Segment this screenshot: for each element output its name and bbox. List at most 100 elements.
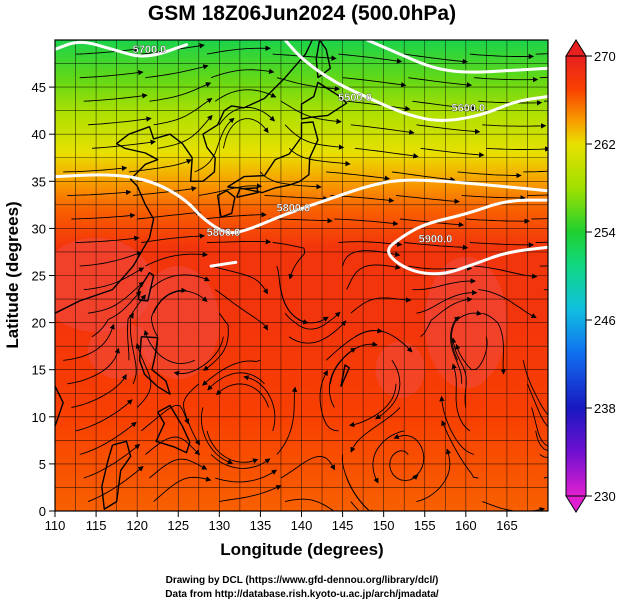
x-tick-label: 165 xyxy=(496,518,518,533)
streamline xyxy=(145,251,208,267)
streamline xyxy=(469,242,535,248)
streamline xyxy=(276,386,298,455)
streamline xyxy=(474,76,539,83)
x-tick-label: 155 xyxy=(414,518,436,533)
contour-line xyxy=(55,173,548,235)
streamline xyxy=(141,233,206,243)
streamline xyxy=(276,77,341,92)
contour-line xyxy=(365,40,548,74)
x-tick-label: 130 xyxy=(208,518,230,533)
streamline xyxy=(334,218,399,227)
streamline xyxy=(416,448,452,503)
streamline xyxy=(207,372,265,391)
credit-line-2: Data from http://database.rish.kyoto-u.a… xyxy=(165,589,439,600)
streamline xyxy=(87,116,152,126)
streamline xyxy=(342,77,407,88)
contour-label: 5600.0 xyxy=(451,103,485,115)
coastline-segment xyxy=(217,190,236,218)
streamline xyxy=(87,281,145,314)
streamline xyxy=(416,124,481,135)
x-tick-label: 125 xyxy=(167,518,189,533)
streamline xyxy=(535,53,548,55)
streamline xyxy=(404,242,469,250)
coastline-segment xyxy=(55,40,313,314)
y-tick-label: 10 xyxy=(32,410,46,425)
streamline xyxy=(202,212,267,220)
streamlines xyxy=(63,43,548,511)
streamline xyxy=(276,265,309,325)
coastline-segment xyxy=(300,81,348,120)
streamline xyxy=(350,407,401,453)
streamline xyxy=(284,124,345,150)
streamline xyxy=(531,407,548,447)
colorbar-bottom-triangle xyxy=(565,495,587,513)
streamline xyxy=(206,45,271,55)
streamline xyxy=(527,194,548,196)
y-tick-label: 30 xyxy=(32,221,46,236)
streamline xyxy=(416,290,478,314)
streamline xyxy=(523,170,548,173)
streamline xyxy=(450,337,467,408)
chart-title: GSM 18Z06Jun2024 (500.0hPa) xyxy=(148,2,456,25)
coastline-segment xyxy=(315,40,331,79)
x-tick-label: 110 xyxy=(45,518,66,533)
x-axis-label: Longitude (degrees) xyxy=(220,540,383,559)
streamline xyxy=(482,312,506,375)
streamline xyxy=(198,183,263,196)
colorbar-body xyxy=(565,55,587,497)
streamline xyxy=(127,294,147,361)
contour-label: 5900.0 xyxy=(419,234,453,246)
x-tick-label: 120 xyxy=(126,518,148,533)
streamline xyxy=(455,336,488,371)
streamline xyxy=(214,289,268,331)
streamline xyxy=(150,287,187,337)
contour-label: 5700.0 xyxy=(133,44,167,56)
streamline xyxy=(210,265,268,295)
streamline xyxy=(75,235,140,243)
y-axis: 0 5 10 15 20 25 30 35 40 45 xyxy=(32,80,55,519)
streamline xyxy=(183,383,200,446)
streamline xyxy=(173,336,224,377)
streamline xyxy=(341,454,375,511)
streamline xyxy=(149,274,210,290)
streamline xyxy=(219,485,282,503)
contour-label: 5500.0 xyxy=(338,92,372,104)
streamline xyxy=(128,312,137,384)
streamline xyxy=(63,165,128,173)
colorbar-tick-label: 246 xyxy=(594,313,616,328)
streamline xyxy=(441,420,479,479)
streamline xyxy=(535,241,548,243)
streamline xyxy=(137,210,202,220)
streamline xyxy=(79,69,144,79)
streamline xyxy=(420,147,485,158)
streamline xyxy=(153,97,213,126)
contour-labels: 5700.0 5800.0 5800.0 5500.0 5600.0 5900.0 xyxy=(133,44,486,246)
coastline-segment xyxy=(55,312,64,427)
streamline xyxy=(461,194,526,201)
streamline xyxy=(79,421,137,455)
colorbar-tick-label: 270 xyxy=(594,49,616,64)
streamline xyxy=(214,89,277,102)
streamline xyxy=(346,264,401,290)
credit-line-1: Drawing by DCL (https://www.gfd-dennou.o… xyxy=(166,575,439,586)
streamline xyxy=(145,436,201,456)
streamline xyxy=(354,329,413,353)
streamline xyxy=(206,239,272,245)
streamline xyxy=(326,171,390,181)
streamline xyxy=(243,375,276,432)
streamline xyxy=(135,342,152,408)
streamline xyxy=(350,124,415,135)
colorbar-tick-label: 238 xyxy=(594,401,616,416)
contour-line xyxy=(55,40,188,58)
streamline xyxy=(474,265,538,279)
x-tick-label: 140 xyxy=(291,518,313,533)
streamline xyxy=(372,430,405,484)
streamline xyxy=(280,455,336,479)
streamline xyxy=(338,53,403,64)
x-axis: 110 115 120 125 130 135 140 145 150 155 160 165 xyxy=(45,511,518,533)
streamline xyxy=(71,374,127,408)
streamline xyxy=(63,323,115,361)
streamline xyxy=(451,363,471,432)
plot-area: 5700.0 5800.0 5800.0 5500.0 5600.0 5900.0 xyxy=(54,39,549,512)
